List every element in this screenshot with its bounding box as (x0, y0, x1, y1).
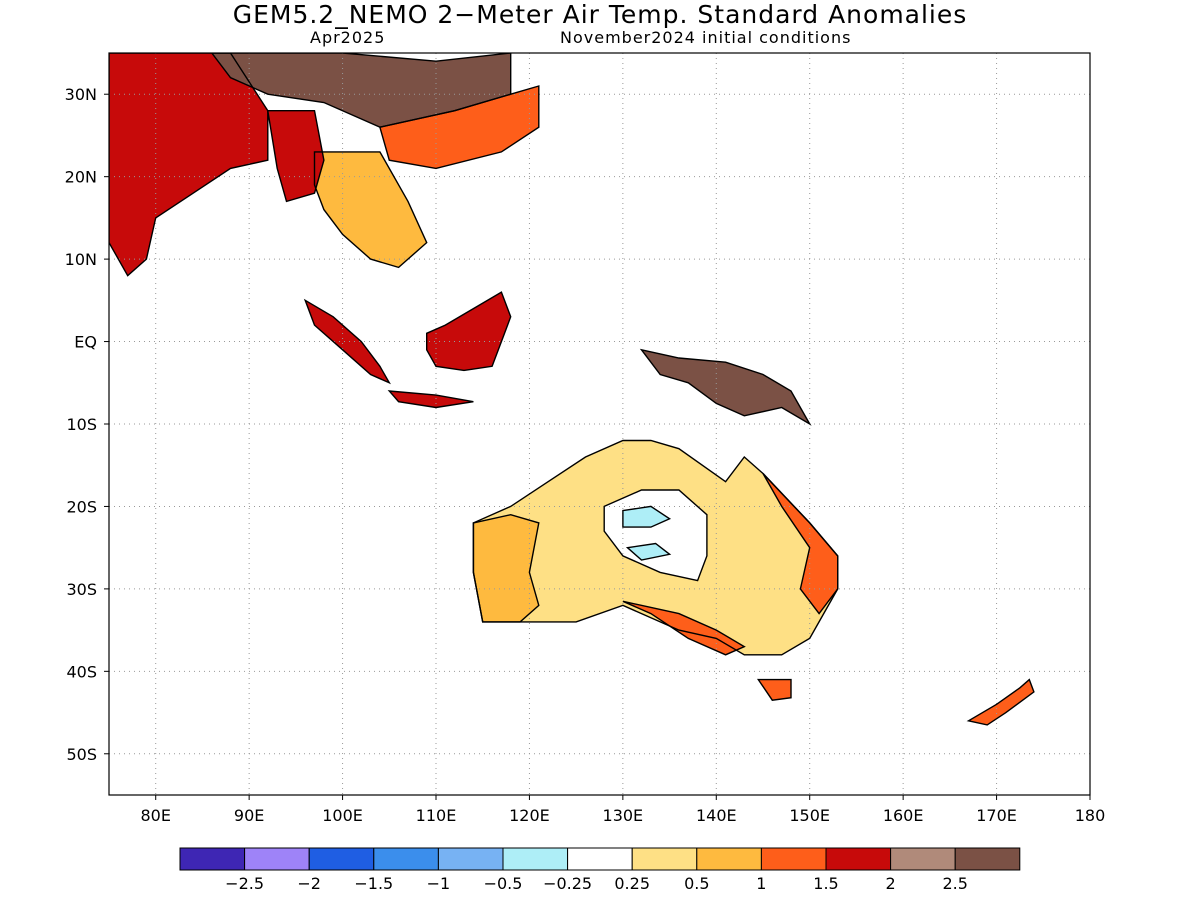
coastline-java (387, 390, 474, 409)
coastline-south-asia (109, 53, 269, 277)
legend-label: −2.5 (225, 874, 264, 893)
legend-swatch (373, 847, 439, 871)
region-australia-west (473, 514, 539, 622)
legend-swatch (890, 847, 956, 871)
y-tick-label: 30N (65, 85, 97, 104)
coastline-indochina (313, 151, 428, 269)
coastline-tasmania (756, 678, 792, 701)
legend-label: 2 (886, 874, 896, 893)
init-conditions-label: November2024 initial conditions (560, 28, 852, 47)
y-tick-label: 50S (66, 745, 97, 764)
coastline-myanmar (266, 109, 325, 203)
region-australia-east (763, 473, 838, 614)
coastline-australia-south (622, 600, 746, 656)
legend-label: 0.5 (684, 874, 709, 893)
y-tick-label: 30S (66, 580, 97, 599)
legend-label: −0.5 (484, 874, 523, 893)
legend-swatch (179, 847, 246, 871)
longitude-axis: 80E 90E 100E 110E 120E 130E 140E 150E 160E 170E 18… (140, 795, 1105, 825)
coastline-new-guinea (639, 348, 812, 426)
x-tick-label: 180 (1075, 806, 1106, 825)
x-tick-label: 120E (509, 806, 550, 825)
x-tick-label: 110E (416, 806, 457, 825)
x-tick-label: 90E (234, 806, 264, 825)
valid-month-label: Apr2025 (310, 28, 386, 47)
legend-swatch (567, 847, 633, 871)
coastlines (109, 53, 1035, 726)
legend-swatch (437, 847, 504, 871)
legend-swatch (631, 847, 698, 871)
legend-label: −1.5 (354, 874, 393, 893)
y-tick-label: 20S (66, 497, 97, 516)
x-tick-label: 100E (322, 806, 363, 825)
legend-label: 1 (756, 874, 766, 893)
region-china-south (379, 86, 539, 169)
legend-label: 0.25 (614, 874, 650, 893)
legend-label: −2 (297, 874, 321, 893)
y-tick-label: EQ (74, 333, 97, 352)
region-tasmania (758, 679, 791, 701)
region-new-guinea (641, 349, 810, 424)
legend-swatch (308, 847, 375, 871)
region-borneo (426, 292, 511, 371)
anomaly-fields (109, 53, 1034, 725)
legend-label: −1 (427, 874, 451, 893)
legend-label: −0.25 (543, 874, 592, 893)
coastline-australia-interior-dark-2 (625, 542, 672, 561)
legend-swatch (696, 847, 762, 871)
x-tick-label: 140E (696, 806, 737, 825)
legend-swatch (502, 847, 569, 871)
color-legend: −2.5 −2 −1.5 −1 −0.5 −0.25 0.25 0.5 1 1.5 2 2.5 (179, 847, 1021, 893)
y-tick-label: 10N (65, 250, 97, 269)
legend-swatch (760, 847, 827, 871)
x-tick-label: 80E (140, 806, 170, 825)
x-tick-label: 150E (789, 806, 830, 825)
coastline-borneo (426, 291, 512, 372)
x-tick-label: 170E (976, 806, 1017, 825)
coastline-new-zealand-south (966, 678, 1035, 726)
x-tick-label: 130E (603, 806, 644, 825)
coastline-china-south (379, 85, 540, 170)
map-title: GEM5.2_NEMO 2−Meter Air Temp. Standard A… (232, 0, 968, 29)
legend-label: 2.5 (942, 874, 967, 893)
region-sumatra (305, 300, 390, 383)
legend-swatch (244, 847, 310, 871)
coastline-australia-west (472, 513, 540, 623)
coastline-australia-interior-light (603, 489, 708, 582)
y-tick-label: 10S (66, 415, 97, 434)
legend-swatch (954, 847, 1021, 871)
legend-label: 1.5 (813, 874, 838, 893)
y-tick-label: 40S (66, 662, 97, 681)
map-gridlines (109, 53, 1090, 795)
coastline-sumatra (303, 298, 391, 385)
latitude-axis: 30N 20N 10N EQ 10S 20S 30S 40S 50S (65, 85, 109, 764)
x-tick-label: 160E (883, 806, 924, 825)
region-myanmar (267, 110, 324, 202)
region-south-asia (109, 53, 268, 276)
region-indochina (314, 151, 427, 268)
y-tick-label: 20N (65, 168, 97, 187)
legend-swatch (825, 847, 892, 871)
coastline-australia-east (762, 473, 839, 615)
coastline-australia-interior-dark (622, 505, 672, 528)
region-new-zealand-south (968, 679, 1034, 725)
